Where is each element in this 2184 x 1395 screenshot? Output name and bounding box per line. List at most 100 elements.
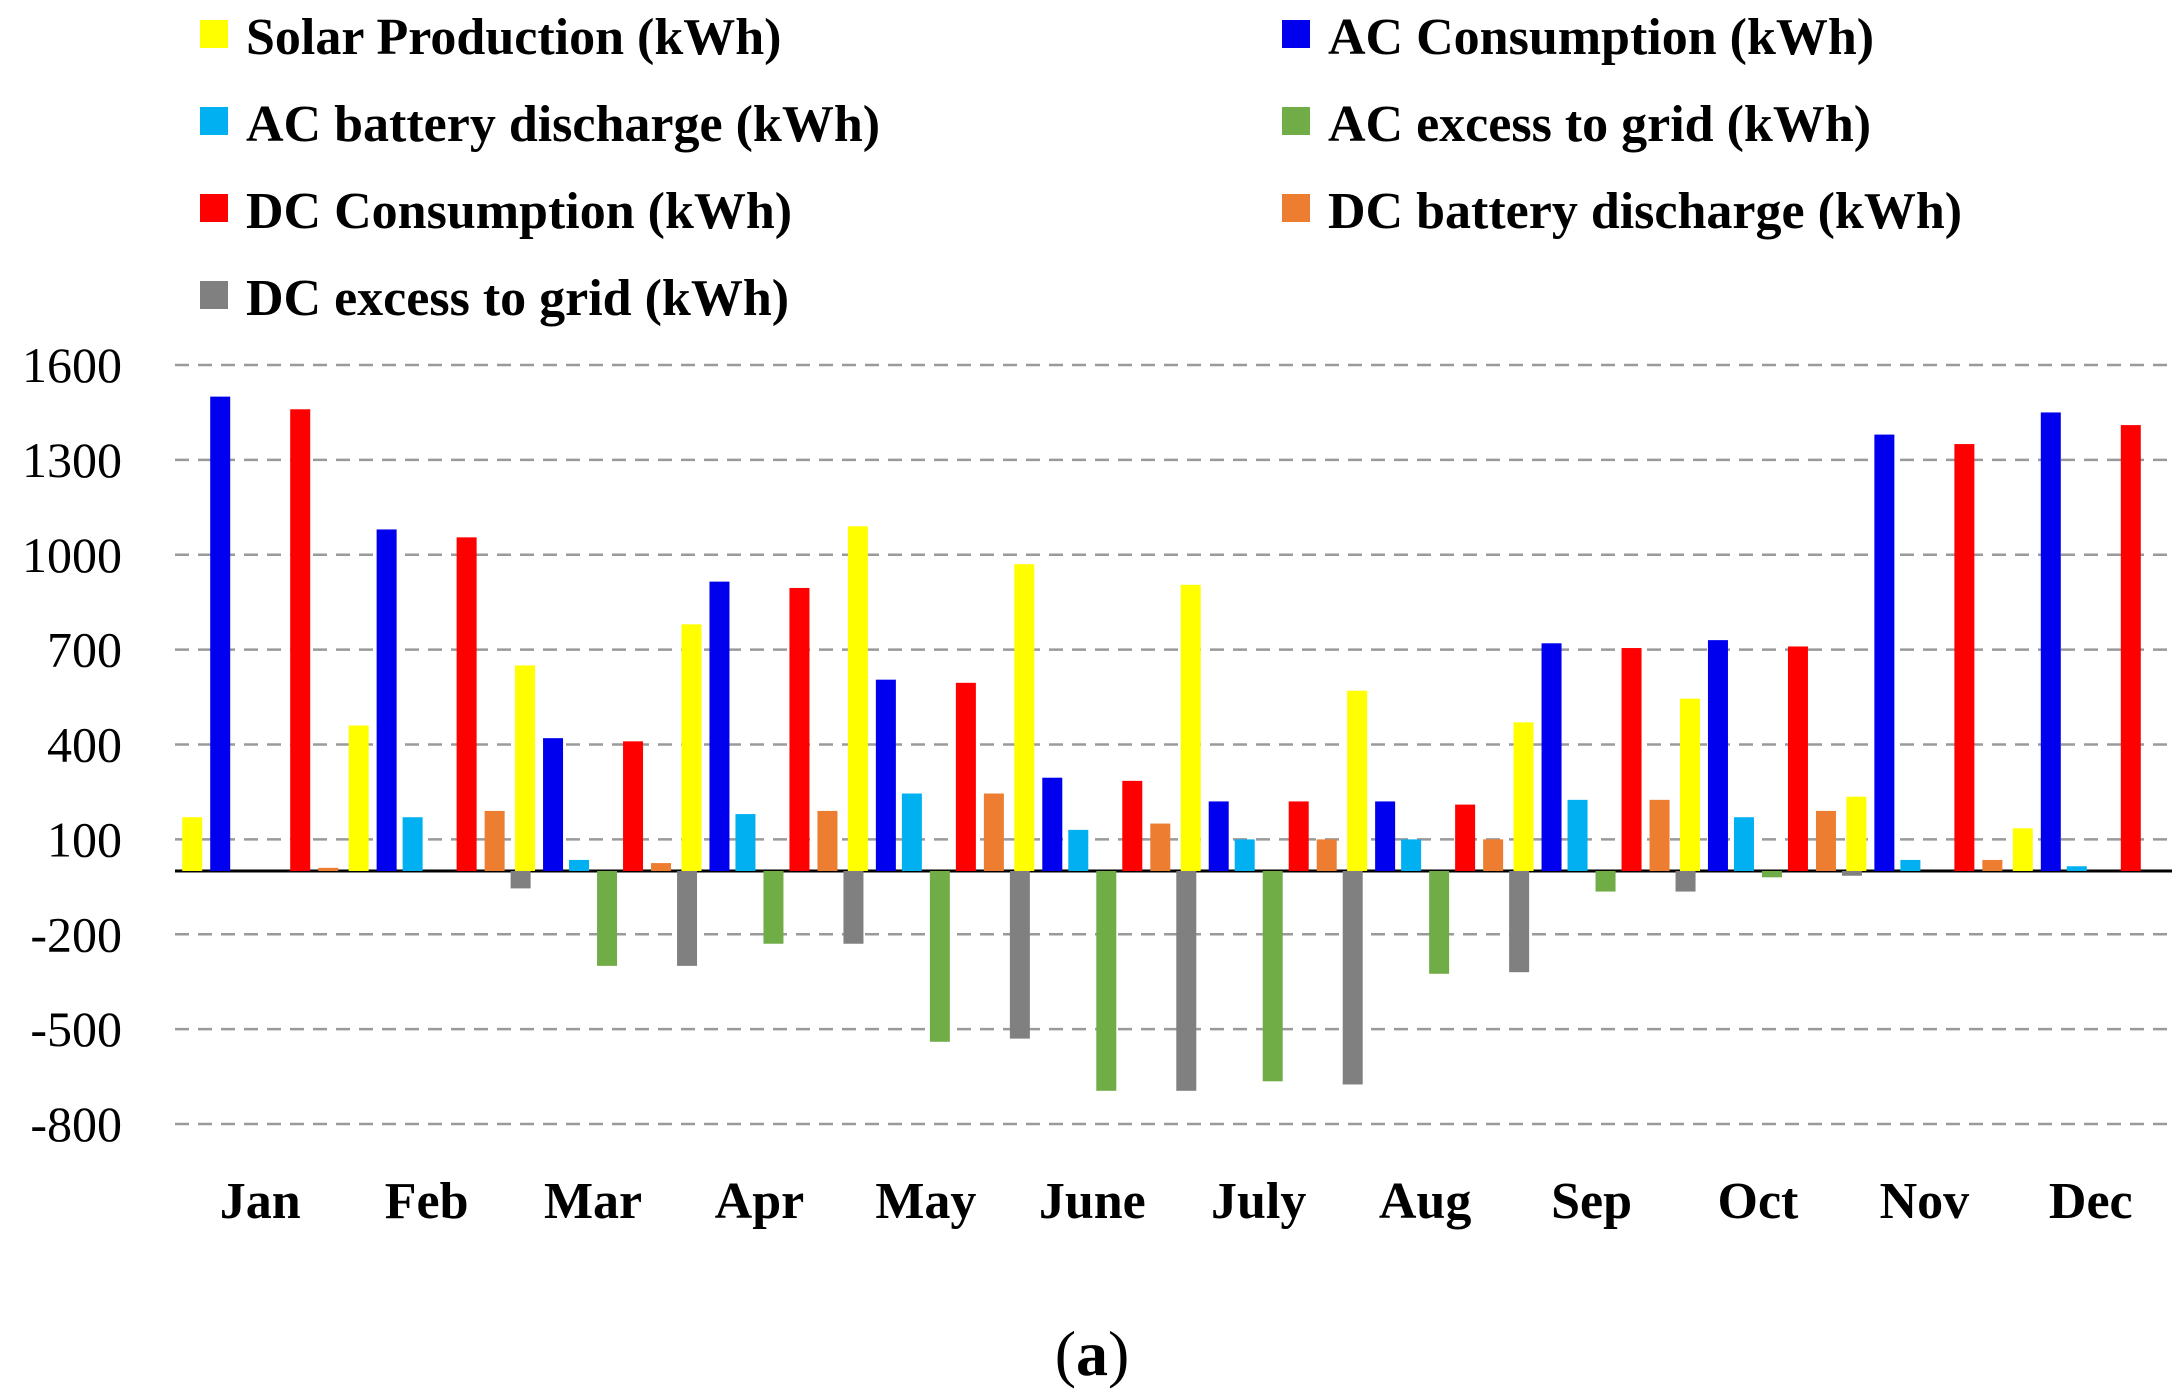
y-tick-label: 400 (47, 717, 122, 773)
x-tick-label: Sep (1551, 1173, 1632, 1230)
bar-ac-consumption-dec (2040, 412, 2061, 871)
bar-solar-production-feb (348, 725, 369, 871)
bar-dc-consumption-july (1288, 801, 1309, 871)
bar-dc-excess-to-grid-sep (1675, 871, 1696, 892)
bar-dc-consumption-dec (2120, 425, 2141, 871)
x-tick-label: Feb (385, 1173, 469, 1230)
bar-ac-excess-to-grid-mar (597, 871, 618, 966)
bar-ac-consumption-june (1042, 777, 1063, 871)
bar-ac-consumption-nov (1874, 434, 1895, 871)
bar-solar-production-sep (1513, 722, 1534, 871)
bar-dc-battery-discharge-june (1150, 823, 1171, 871)
y-tick-label: 1300 (22, 432, 122, 488)
bar-solar-production-dec (2012, 828, 2033, 871)
bar-dc-consumption-sep (1621, 648, 1642, 871)
legend-swatch (1282, 194, 1310, 222)
x-tick-label: Mar (544, 1173, 642, 1230)
y-tick-label: 1600 (22, 337, 122, 393)
bar-ac-battery-discharge-aug (1401, 839, 1422, 871)
bar-dc-battery-discharge-feb (484, 810, 505, 871)
bar-ac-consumption-feb (376, 529, 397, 871)
y-axis: 1600 1300 1000 700 400 100 -200 -500 -800 (22, 337, 122, 1152)
legend-label: DC battery discharge (kWh) (1328, 183, 1962, 240)
bar-dc-battery-discharge-mar (651, 863, 672, 871)
legend-swatch (200, 107, 228, 135)
gridlines (175, 363, 2172, 1126)
bar-dc-excess-to-grid-july (1342, 871, 1363, 1085)
bar-dc-battery-discharge-aug (1483, 839, 1504, 871)
bar-ac-consumption-may (875, 679, 896, 871)
bar-ac-consumption-aug (1375, 801, 1396, 871)
legend-swatch (1282, 107, 1310, 135)
bar-solar-production-mar (515, 665, 536, 871)
caption-close-paren: ) (1108, 1318, 1129, 1389)
bar-ac-consumption-mar (543, 738, 564, 871)
legend-swatch (200, 194, 228, 222)
caption-open-paren: ( (1055, 1318, 1076, 1389)
bar-solar-production-may (847, 526, 868, 871)
bar-ac-battery-discharge-apr (735, 814, 756, 871)
bar-dc-consumption-feb (456, 537, 477, 871)
bar-ac-battery-discharge-may (901, 793, 922, 871)
bar-ac-consumption-apr (709, 581, 730, 871)
bar-ac-battery-discharge-dec (2066, 866, 2087, 871)
bar-dc-battery-discharge-may (983, 793, 1004, 871)
legend-label: AC excess to grid (kWh) (1328, 96, 1871, 153)
bar-solar-production-nov (1846, 796, 1867, 871)
legend-label: DC Consumption (kWh) (246, 183, 792, 240)
legend-label: AC battery discharge (kWh) (246, 96, 880, 153)
bar-dc-consumption-aug (1455, 804, 1476, 871)
bar-ac-consumption-sep (1541, 643, 1562, 871)
legend-label: AC Consumption (kWh) (1328, 9, 1874, 66)
bar-dc-excess-to-grid-may (1009, 871, 1030, 1039)
legend-swatch (1282, 20, 1310, 48)
y-tick-label: -200 (30, 906, 122, 962)
bar-ac-excess-to-grid-june (1096, 871, 1117, 1091)
bar-solar-production-apr (681, 624, 702, 871)
bar-dc-consumption-june (1122, 780, 1143, 871)
bar-ac-battery-discharge-feb (402, 817, 423, 871)
bar-dc-excess-to-grid-mar (677, 871, 698, 966)
x-tick-label: Aug (1379, 1173, 1471, 1230)
bar-ac-consumption-jan (210, 396, 231, 871)
bar-ac-battery-discharge-oct (1733, 817, 1754, 871)
bar-solar-production-july (1180, 584, 1201, 871)
bar-dc-battery-discharge-oct (1815, 810, 1836, 871)
bar-dc-consumption-oct (1787, 646, 1808, 871)
bar-dc-consumption-mar (623, 741, 644, 871)
legend-label: DC excess to grid (kWh) (246, 270, 789, 327)
legend-label: Solar Production (kWh) (246, 9, 782, 66)
bar-ac-excess-to-grid-sep (1595, 871, 1616, 892)
x-tick-label: Apr (715, 1173, 805, 1230)
x-tick-label: Oct (1718, 1173, 1800, 1230)
bar-solar-production-jan (182, 817, 203, 871)
bar-dc-excess-to-grid-june (1176, 871, 1197, 1091)
y-tick-label: 700 (47, 622, 122, 678)
x-tick-label: Nov (1880, 1173, 1970, 1230)
bar-ac-battery-discharge-nov (1900, 859, 1921, 871)
legend-swatch (200, 281, 228, 309)
bar-dc-excess-to-grid-feb (510, 871, 531, 889)
bar-dc-battery-discharge-jan (318, 867, 339, 871)
bar-ac-excess-to-grid-apr (763, 871, 784, 944)
bar-dc-battery-discharge-july (1316, 839, 1337, 871)
y-tick-label: 1000 (22, 527, 122, 583)
bar-dc-consumption-jan (290, 409, 311, 871)
bar-dc-consumption-apr (789, 587, 810, 871)
y-tick-label: -800 (30, 1096, 122, 1152)
bar-ac-consumption-oct (1707, 640, 1728, 871)
bar-ac-excess-to-grid-oct (1761, 871, 1782, 878)
x-tick-label: Jan (220, 1173, 301, 1230)
figure-caption: (a) (1055, 1318, 1130, 1389)
x-tick-label: May (875, 1173, 976, 1230)
bar-ac-battery-discharge-mar (569, 859, 590, 871)
bar-ac-battery-discharge-june (1068, 829, 1089, 871)
bar-solar-production-june (1014, 564, 1035, 871)
bar-dc-consumption-nov (1954, 444, 1975, 871)
bar-ac-consumption-july (1208, 801, 1229, 871)
y-tick-label: 100 (47, 811, 122, 867)
legend-swatch (200, 20, 228, 48)
y-tick-label: -500 (30, 1001, 122, 1057)
bar-ac-excess-to-grid-may (929, 871, 950, 1042)
